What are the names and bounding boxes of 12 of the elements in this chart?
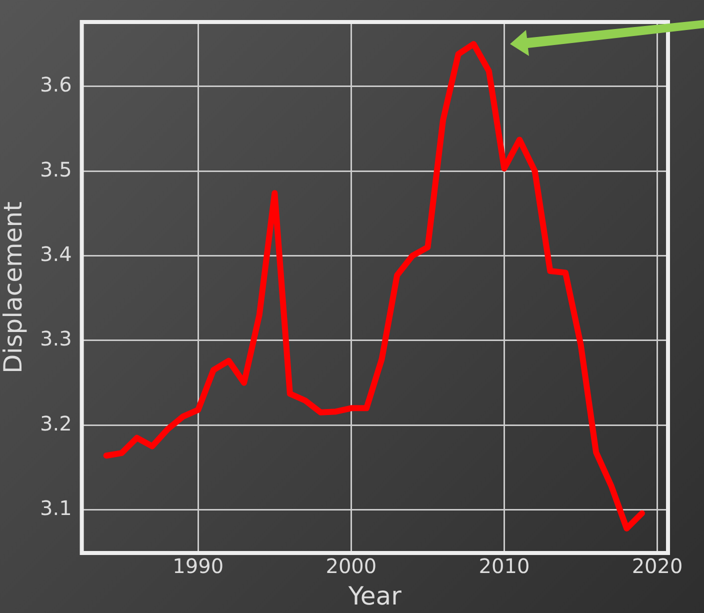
y-tick-label: 3.5	[40, 157, 72, 182]
x-tick-label: 1990	[172, 554, 224, 578]
y-tick-label: 3.6	[40, 72, 72, 97]
x-tick-label: 2010	[478, 554, 530, 578]
y-tick-label: 3.2	[40, 411, 72, 436]
y-tick-label: 3.4	[40, 242, 72, 266]
y-tick-label: 3.1	[40, 496, 72, 520]
x-axis-title: Year	[347, 582, 402, 610]
x-tick-label: 2020	[632, 554, 683, 578]
y-tick-label: 3.3	[40, 326, 72, 351]
x-tick-label: 2000	[326, 554, 377, 578]
y-axis-title: Displacement	[0, 201, 28, 374]
